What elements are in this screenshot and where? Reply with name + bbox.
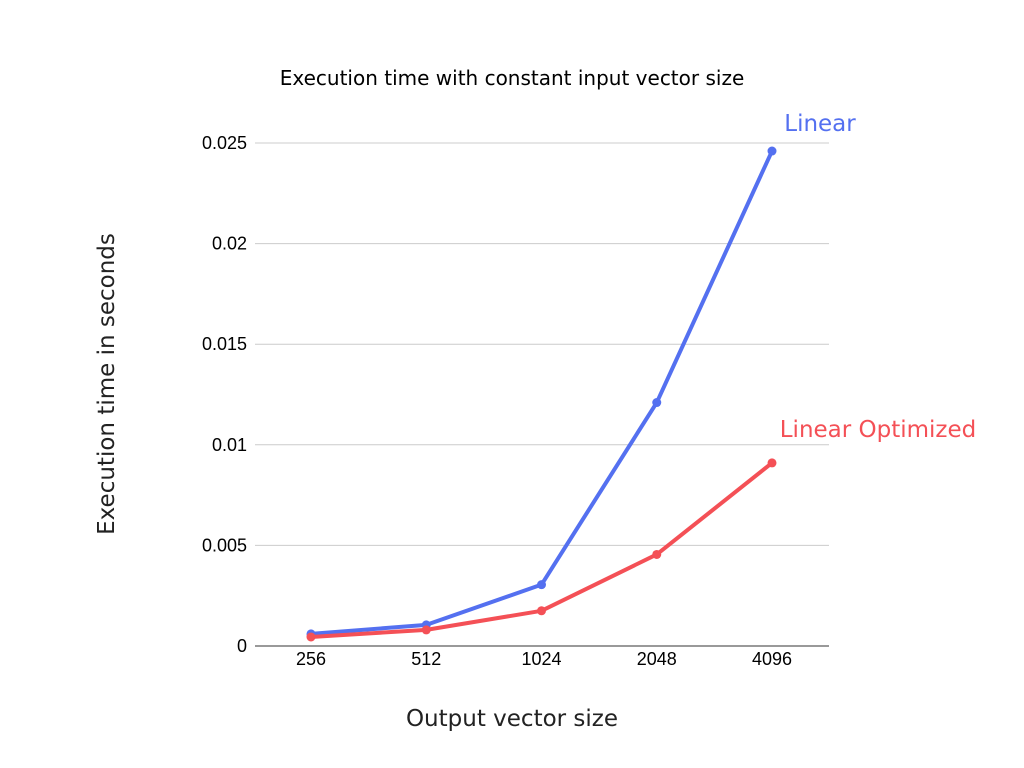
y-tick-label: 0.02 bbox=[212, 234, 247, 254]
y-axis-label: Execution time in seconds bbox=[94, 233, 120, 535]
x-tick-label: 512 bbox=[411, 649, 441, 669]
data-point bbox=[306, 632, 316, 642]
x-tick-label: 4096 bbox=[752, 649, 792, 669]
series-label: Linear bbox=[784, 111, 856, 137]
y-tick-label: 0.005 bbox=[202, 535, 247, 555]
series-labels: Linear Linear Optimized bbox=[780, 111, 977, 443]
data-point bbox=[652, 398, 662, 408]
data-point bbox=[767, 146, 777, 156]
series-lines bbox=[306, 146, 777, 642]
x-tick-label: 2048 bbox=[637, 649, 677, 669]
y-tick-label: 0.01 bbox=[212, 435, 247, 455]
data-point bbox=[652, 549, 662, 559]
y-tick-labels: 0 0.005 0.01 0.015 0.02 0.025 bbox=[202, 133, 247, 656]
data-point bbox=[421, 625, 431, 635]
data-point bbox=[537, 580, 546, 590]
chart-title: Execution time with constant input vecto… bbox=[280, 66, 745, 90]
data-point bbox=[537, 606, 546, 616]
y-tick-label: 0 bbox=[237, 636, 247, 656]
y-tick-label: 0.025 bbox=[202, 133, 247, 153]
x-axis-label: Output vector size bbox=[406, 706, 618, 732]
y-tick-label: 0.015 bbox=[202, 334, 247, 354]
series-line bbox=[309, 149, 774, 636]
series-label: Linear Optimized bbox=[780, 417, 977, 443]
x-tick-labels: 256 512 1024 2048 4096 bbox=[296, 649, 792, 669]
x-tick-label: 1024 bbox=[521, 649, 561, 669]
x-tick-label: 256 bbox=[296, 649, 326, 669]
grid-lines bbox=[255, 142, 829, 647]
data-point bbox=[767, 458, 777, 468]
